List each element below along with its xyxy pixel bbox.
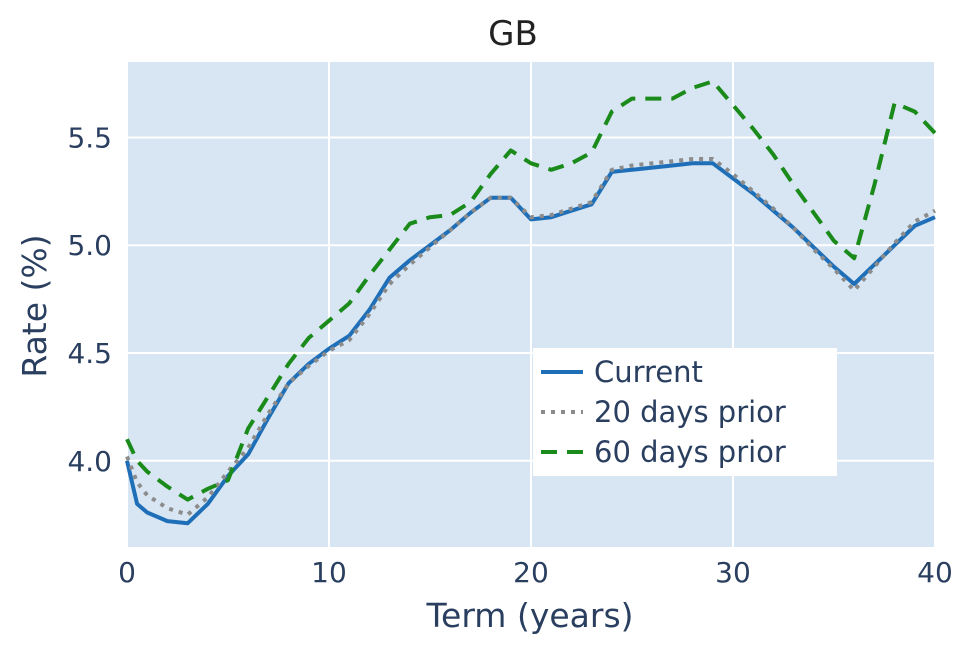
x-tick-label: 30 [715, 556, 751, 589]
series-layer [125, 79, 937, 526]
legend-label: Current [594, 355, 703, 389]
legend-label: 20 days prior [594, 395, 786, 429]
legend-label: 60 days prior [594, 435, 786, 469]
x-axis-label: Term (years) [425, 596, 633, 635]
series-line-1 [125, 161, 936, 526]
y-tick-label: 4.0 [67, 445, 112, 478]
y-axis-label: Rate (%) [15, 234, 54, 377]
y-tick-label: 5.0 [67, 229, 112, 262]
y-tick-label: 4.5 [67, 337, 112, 370]
series-line-3 [125, 79, 937, 502]
x-tick-label: 10 [311, 556, 347, 589]
chart-title: GB [488, 14, 538, 54]
x-tick-label: 20 [513, 556, 549, 589]
x-tick-label: 0 [118, 556, 136, 589]
x-tick-label: 40 [917, 556, 953, 589]
y-axis-ticks: 4.0 4.5 5.0 5.5 [67, 121, 112, 477]
legend-box [533, 348, 837, 476]
x-axis-ticks: 0 10 20 30 40 [118, 556, 953, 589]
legend: Current 20 days prior 60 days prior [533, 348, 837, 476]
y-tick-label: 5.5 [67, 121, 112, 154]
